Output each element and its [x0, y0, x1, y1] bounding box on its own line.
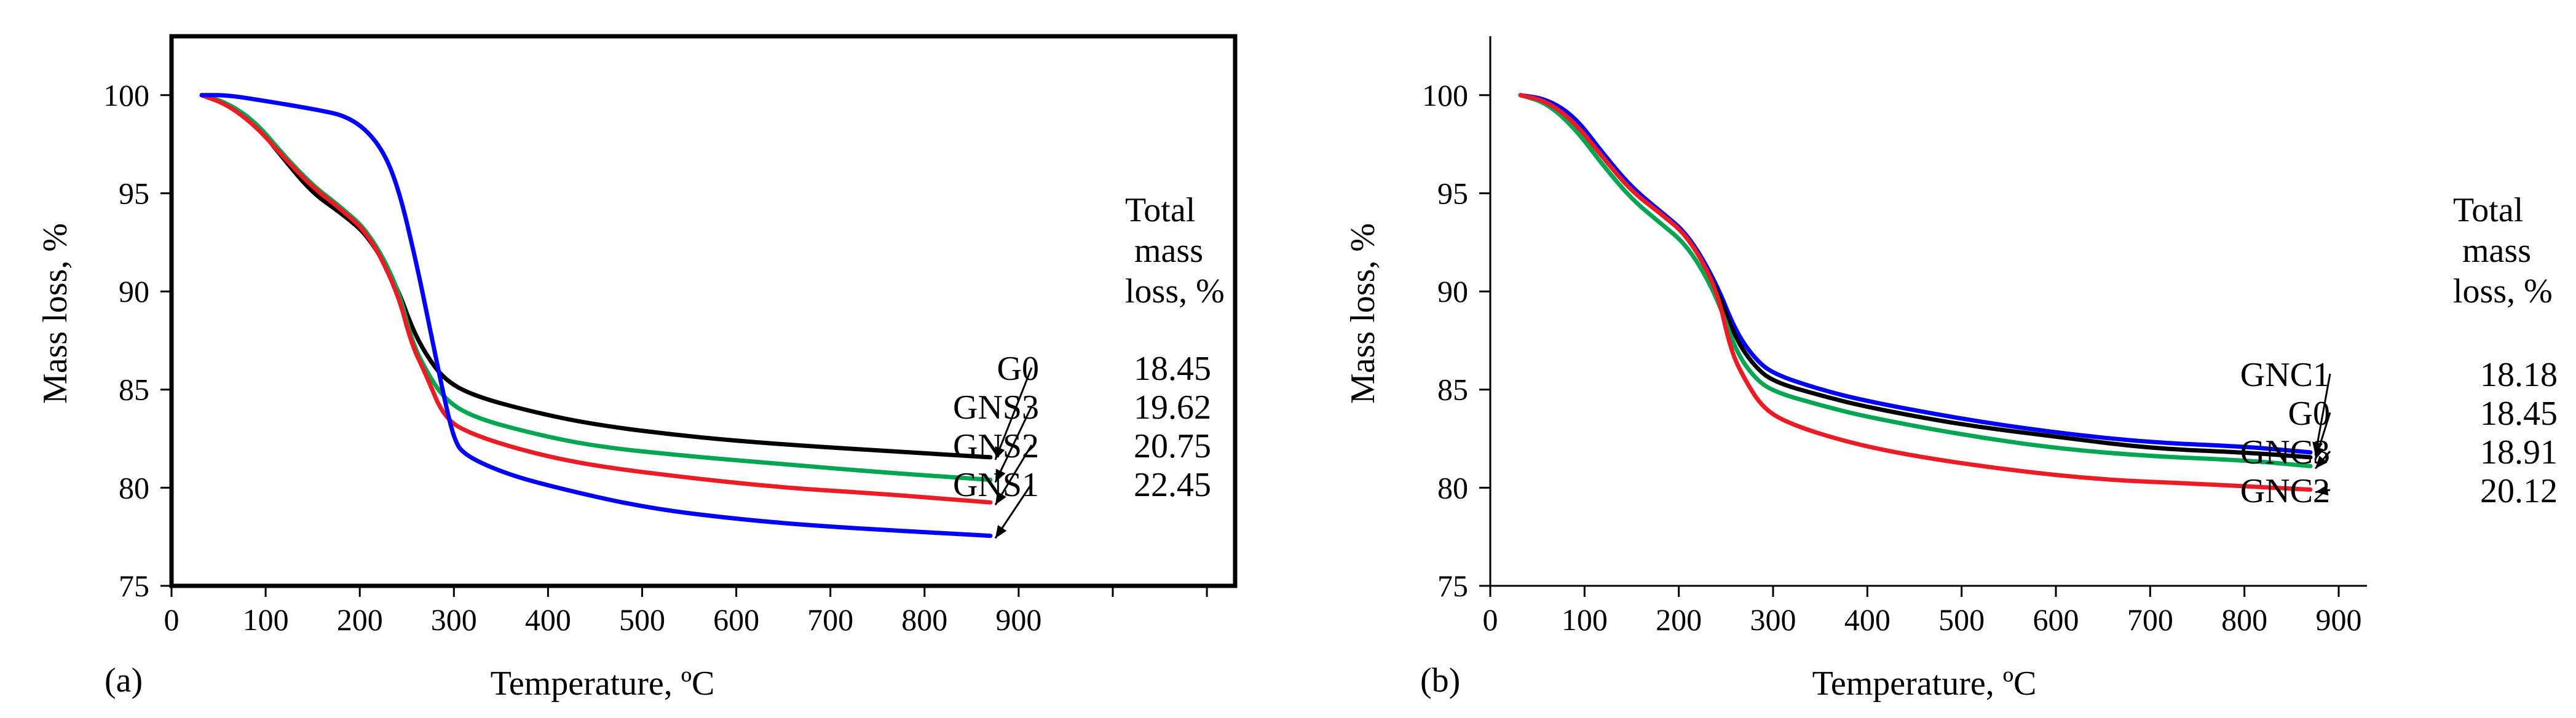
- arrow-head-icon: [995, 468, 1006, 483]
- arrow-head-icon: [995, 491, 1006, 505]
- y-axis-label-b: Mass loss, %: [1344, 223, 1382, 404]
- arrow-head-icon: [995, 524, 1007, 538]
- y-tick-label: 100: [103, 78, 149, 112]
- y-tick-label: 80: [1437, 470, 1468, 505]
- series-label-gns1: GNS1: [953, 466, 1039, 504]
- x-axis-label-a: Temperature, ºC: [491, 665, 715, 703]
- total-mass-loss-gns3: 19.62: [1134, 389, 1211, 427]
- total-mass-loss-gnc1: 18.18: [2480, 356, 2558, 394]
- ticks-a: 0 100 200 300 400 500 600 700 800 900 75 80 85 90 95 10…: [103, 78, 1208, 637]
- total-mass-loss-g0: 18.45: [1134, 350, 1211, 388]
- x-tick-label: 400: [525, 602, 571, 637]
- series-label-g0: G0: [997, 350, 1039, 388]
- x-tick-label: 700: [807, 602, 853, 637]
- x-tick-label: 700: [2127, 602, 2173, 637]
- x-tick-label: 100: [1562, 602, 1608, 637]
- y-tick-label: 100: [1422, 78, 1468, 112]
- annotation-header-line: Total: [2453, 191, 2523, 229]
- annotation-header-line: loss, %: [2453, 272, 2553, 310]
- series-label-gns2: GNS2: [953, 427, 1039, 465]
- x-tick-label: 200: [337, 602, 383, 637]
- series-label-gnc1: GNC1: [2240, 356, 2330, 394]
- y-tick-label: 90: [1437, 274, 1468, 309]
- x-tick-label: 400: [1844, 602, 1891, 637]
- series-line-g0: [1518, 93, 2313, 460]
- y-tick-label: 75: [1437, 569, 1468, 603]
- series-line-gns1: [199, 93, 993, 538]
- series-label-gns3: GNS3: [953, 389, 1039, 427]
- x-tick-label: 200: [1656, 602, 1702, 637]
- y-tick-label: 90: [119, 274, 149, 309]
- x-tick-label: 500: [619, 602, 665, 637]
- annotation-header-line: loss, %: [1125, 272, 1225, 310]
- arrow-head-icon: [2313, 446, 2325, 460]
- leader-arrow-gns3: [994, 406, 1033, 483]
- panel-label-b: (b): [1420, 661, 1460, 700]
- annotation-header-line: mass: [2462, 232, 2531, 270]
- y-tick-label: 95: [1437, 176, 1468, 210]
- panel-b: 0 100 200 300 400 500 600 700 800 900 75 80 85 90 95 10…: [1344, 36, 2558, 703]
- x-tick-label: 900: [995, 602, 1041, 637]
- y-tick-label: 95: [119, 176, 149, 210]
- series-label-gnc3: GNC3: [2240, 433, 2330, 471]
- x-tick-label: 300: [1750, 602, 1796, 637]
- y-tick-label: 75: [119, 569, 149, 603]
- x-tick-label: 0: [164, 602, 180, 637]
- plot-frame-a: [169, 34, 1238, 588]
- panel-label-a: (a): [105, 661, 143, 700]
- arrow-head-icon: [2315, 485, 2329, 496]
- x-axis-label-b: Temperature, ºC: [1812, 665, 2037, 703]
- y-tick-label: 85: [119, 373, 149, 407]
- leader-arrow-g0: [994, 367, 1033, 460]
- series-line-g0: [199, 93, 993, 460]
- series-label-g0: G0: [2288, 395, 2330, 433]
- x-tick-label: 800: [2221, 602, 2267, 637]
- x-tick-label: 600: [2033, 602, 2079, 637]
- series-label-gnc2: GNC2: [2240, 472, 2330, 510]
- leader-arrow-gnc1: [2314, 373, 2331, 456]
- arrow-head-icon: [2315, 456, 2328, 469]
- series-b: [1518, 93, 2313, 492]
- total-mass-loss-gns2: 20.75: [1134, 427, 1211, 465]
- ticks-b: 0 100 200 300 400 500 600 700 800 900 75 80 85 90 95 10…: [1422, 78, 2362, 637]
- arrow-head-icon: [995, 446, 1005, 460]
- total-mass-loss-gnc3: 18.91: [2480, 433, 2558, 471]
- y-tick-label: 85: [1437, 373, 1468, 407]
- annotation-header-line: mass: [1134, 232, 1203, 270]
- total-mass-loss-gnc2: 20.12: [2480, 472, 2558, 510]
- x-tick-label: 600: [713, 602, 759, 637]
- x-tick-label: 800: [901, 602, 947, 637]
- x-tick-label: 0: [1483, 602, 1498, 637]
- total-mass-loss-g0: 18.45: [2480, 395, 2558, 433]
- series-line-gnc3: [1518, 93, 2313, 468]
- series-line-gns2: [199, 93, 993, 505]
- panel-a: 0 100 200 300 400 500 600 700 800 900 75 80 85 90 95 10…: [36, 34, 1238, 703]
- series-line-gnc2: [1518, 93, 2313, 492]
- x-tick-label: 500: [1938, 602, 1985, 637]
- annotation-header-line: Total: [1125, 191, 1195, 229]
- x-tick-label: 300: [431, 602, 477, 637]
- total-mass-loss-gns1: 22.45: [1134, 466, 1211, 504]
- y-tick-label: 80: [119, 470, 149, 505]
- series-line-gnc1: [1518, 93, 2313, 455]
- x-tick-label: 900: [2316, 602, 2362, 637]
- series-a: [199, 93, 993, 538]
- x-tick-label: 100: [243, 602, 289, 637]
- y-axis-label-a: Mass loss, %: [36, 223, 74, 404]
